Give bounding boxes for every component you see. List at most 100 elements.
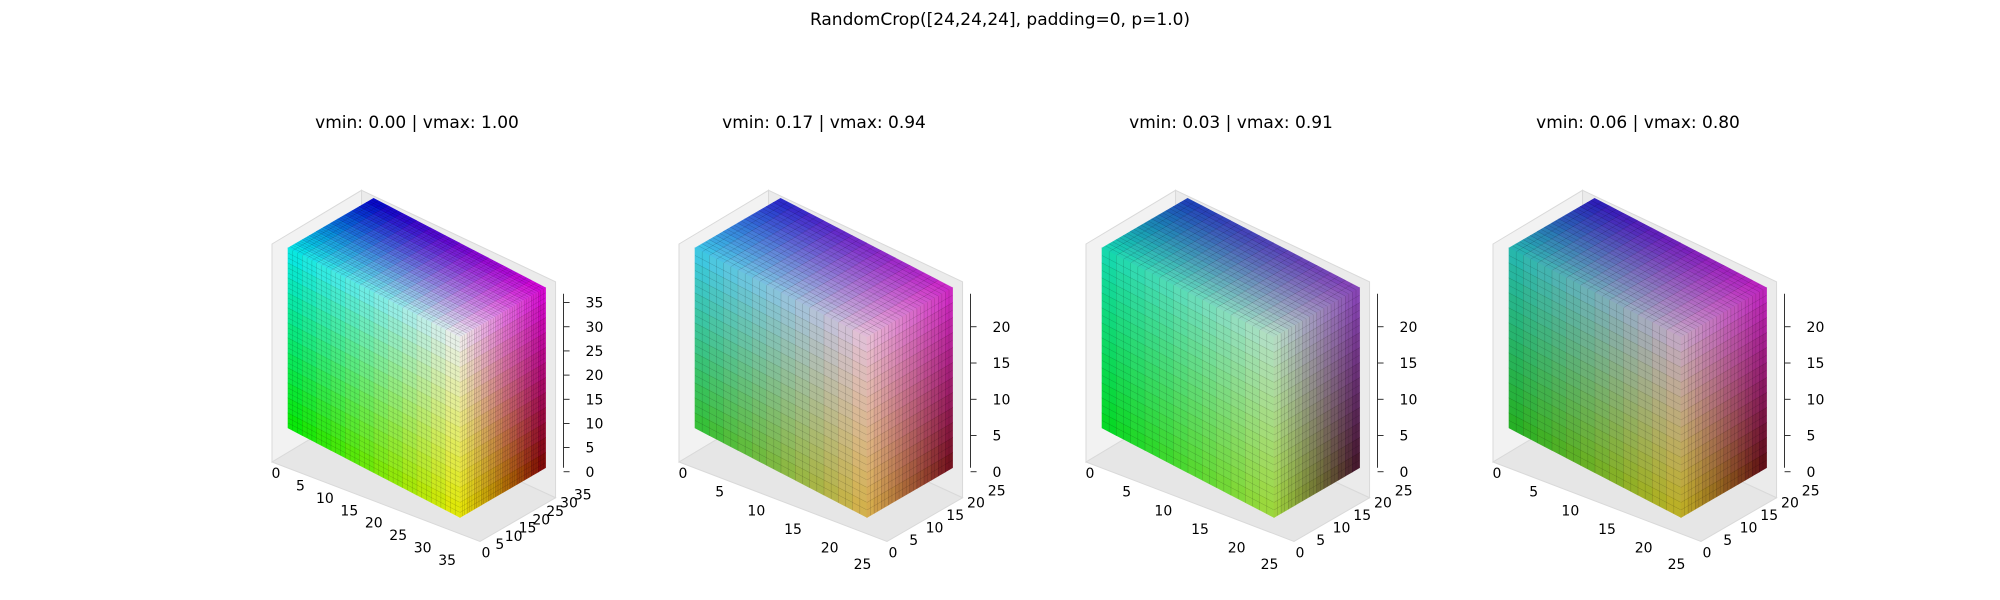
x-axis: 0 5 10 15 20 25	[1086, 466, 1279, 573]
z-axis: 0 5 10 15 20 25 30 35	[563, 293, 604, 481]
x-tick-label: 0	[1493, 466, 1502, 482]
panel-title: vmin: 0.17 | vmax: 0.94	[722, 113, 926, 133]
z-tick-label: 20	[1400, 320, 1418, 336]
y-tick-label: 25	[1395, 483, 1413, 499]
z-tick-label: 10	[586, 416, 604, 432]
cube-right-face-grid	[1680, 289, 1767, 516]
cube-front-face-grid	[694, 251, 868, 514]
cube-top-face	[1508, 197, 1768, 338]
z-tick-label: 5	[586, 441, 595, 457]
chart-panel-4: vmin: 0.06 | vmax: 0.8005101520051015202…	[1491, 113, 1825, 573]
z-tick-label: 5	[1807, 429, 1816, 445]
x-tick-label: 20	[1635, 541, 1653, 557]
y-tick-label: 30	[560, 496, 578, 512]
x-tick-label: 10	[747, 503, 765, 519]
z-tick-label: 0	[586, 465, 595, 481]
chart-panel-1: vmin: 0.00 | vmax: 1.0005101520253035051…	[270, 113, 604, 569]
x-tick-label: 5	[715, 485, 724, 501]
y-tick-label: 0	[889, 545, 898, 561]
cube-front-face	[694, 247, 868, 518]
cube-front-face	[1508, 247, 1682, 518]
y-tick-label: 35	[574, 487, 592, 503]
chart-panel-3: vmin: 0.03 | vmax: 0.9105101520051015202…	[1084, 113, 1418, 573]
x-tick-label: 10	[316, 491, 334, 507]
x-tick-label: 15	[1598, 522, 1616, 538]
z-tick-label: 5	[1400, 429, 1409, 445]
cube-top-face-grid	[1105, 200, 1357, 336]
cube-right-face-grid	[866, 289, 953, 516]
z-tick-label: 35	[586, 296, 604, 312]
cube-top-face-grid	[1512, 200, 1764, 336]
z-tick-label: 5	[993, 429, 1002, 445]
x-tick-label: 20	[1228, 541, 1246, 557]
x-tick-label: 5	[1529, 485, 1538, 501]
x-tick-label: 25	[1668, 557, 1686, 573]
y-tick-label: 5	[909, 533, 918, 549]
z-tick-label: 10	[993, 392, 1011, 408]
x-tick-label: 20	[365, 516, 383, 532]
x-tick-label: 30	[414, 541, 432, 557]
cube-right-face	[1273, 287, 1360, 518]
y-tick-label: 15	[1760, 508, 1778, 524]
x-tick-label: 25	[389, 528, 407, 544]
cube-right-face	[866, 287, 953, 518]
y-tick-label: 10	[1333, 521, 1351, 537]
x-tick-label: 35	[438, 553, 456, 569]
cube-front-face-grid	[1101, 251, 1275, 514]
x-tick-label: 25	[854, 557, 872, 573]
y-tick-label: 5	[1723, 533, 1732, 549]
cube-right-face	[459, 287, 546, 518]
cube-front-face	[287, 247, 461, 518]
y-tick-label: 25	[988, 483, 1006, 499]
y-tick-label: 15	[1353, 508, 1371, 524]
z-tick-label: 10	[1807, 392, 1825, 408]
cube-top-face-grid	[698, 200, 950, 336]
cube-front-face	[1101, 247, 1275, 518]
x-tick-label: 5	[1122, 485, 1131, 501]
y-tick-label: 10	[1740, 521, 1758, 537]
panel-title: vmin: 0.06 | vmax: 0.80	[1536, 113, 1740, 133]
y-tick-label: 20	[1374, 496, 1392, 512]
y-tick-label: 15	[519, 521, 537, 537]
z-tick-label: 15	[1807, 356, 1825, 372]
x-tick-label: 0	[1086, 466, 1095, 482]
z-tick-label: 25	[586, 344, 604, 360]
y-tick-label: 15	[946, 508, 964, 524]
z-tick-label: 30	[586, 320, 604, 336]
y-tick-label: 10	[926, 521, 944, 537]
z-tick-label: 20	[586, 368, 604, 384]
x-tick-label: 20	[821, 541, 839, 557]
z-tick-label: 0	[1400, 465, 1409, 481]
z-axis: 0 5 10 15 20	[970, 293, 1011, 481]
z-tick-label: 15	[586, 392, 604, 408]
figure-suptitle: RandomCrop([24,24,24], padding=0, p=1.0)	[810, 10, 1190, 30]
y-tick-label: 10	[505, 529, 523, 545]
z-tick-label: 10	[1400, 392, 1418, 408]
x-tick-label: 15	[784, 522, 802, 538]
cube-top-face	[694, 197, 954, 338]
x-axis: 0 5 10 15 20 25	[679, 466, 872, 573]
x-axis: 0 5 10 15 20 25	[1493, 466, 1686, 573]
panel-title: vmin: 0.03 | vmax: 0.91	[1129, 113, 1333, 133]
z-tick-label: 20	[1807, 320, 1825, 336]
cube-front-face-grid	[1508, 251, 1682, 514]
cube-front-face-grid	[287, 250, 461, 515]
x-tick-label: 15	[340, 503, 358, 519]
cube-top-face	[287, 197, 547, 338]
z-axis: 0 5 10 15 20	[1784, 293, 1825, 481]
y-tick-label: 0	[1703, 545, 1712, 561]
z-tick-label: 15	[993, 356, 1011, 372]
z-tick-label: 0	[1807, 465, 1816, 481]
y-tick-label: 25	[1802, 483, 1820, 499]
z-tick-label: 20	[993, 320, 1011, 336]
x-tick-label: 10	[1154, 503, 1172, 519]
cube-right-face-grid	[459, 289, 546, 517]
y-tick-label: 0	[1296, 545, 1305, 561]
x-axis: 05 10 15 20 25 30 35	[272, 466, 456, 569]
y-tick-label: 5	[1316, 533, 1325, 549]
